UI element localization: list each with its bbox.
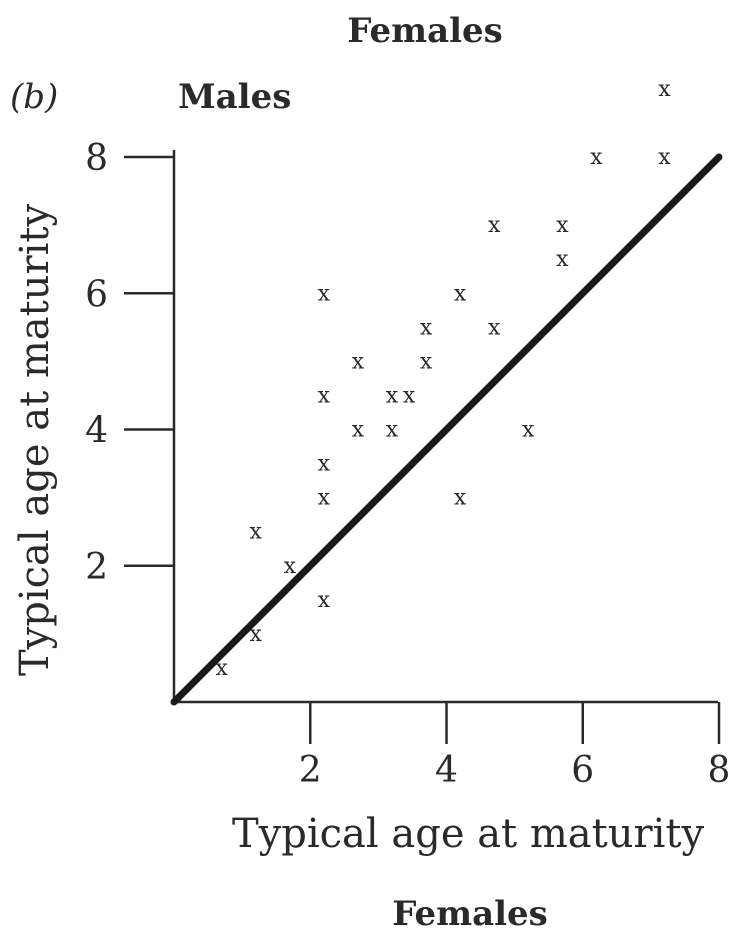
tick-labels: 2 4 6 8 2 4 6 8: [85, 138, 730, 791]
panel-label: (b): [10, 77, 58, 117]
data-point: x: [284, 554, 297, 579]
data-point: x: [318, 281, 331, 306]
data-point: x: [488, 213, 501, 238]
y-tick-label: 4: [85, 411, 108, 452]
data-point: x: [318, 486, 331, 511]
data-point: x: [658, 145, 671, 170]
data-point: x: [403, 383, 416, 408]
data-point: x: [658, 77, 671, 102]
data-point: x: [215, 656, 228, 681]
data-point: x: [590, 145, 603, 170]
x-tick-label: 4: [435, 750, 458, 791]
axes: [172, 150, 718, 704]
reference-line: [170, 153, 723, 706]
tick-marks: [124, 155, 721, 744]
x-axis-sublabel: Females: [392, 894, 548, 934]
data-point: x: [352, 349, 365, 374]
x-tick-label: 6: [571, 750, 594, 791]
data-point: x: [250, 622, 263, 647]
x-tick-label: 8: [708, 750, 731, 791]
x-axis-label: Typical age at maturity: [232, 811, 705, 857]
series-heading: Males: [178, 77, 291, 117]
data-point: x: [454, 281, 467, 306]
data-point: x: [454, 486, 467, 511]
chart-top-heading: Females: [347, 11, 503, 51]
data-point: x: [522, 418, 535, 443]
data-point: x: [420, 315, 433, 340]
data-point: x: [318, 383, 331, 408]
data-point: x: [420, 349, 433, 374]
data-point: x: [556, 213, 569, 238]
data-point: x: [352, 418, 365, 443]
data-point: x: [488, 315, 501, 340]
data-point: x: [386, 383, 399, 408]
x-tick-label: 2: [299, 750, 322, 791]
y-axis-label: Typical age at maturity: [12, 204, 58, 677]
data-point: x: [386, 418, 399, 443]
data-point: x: [556, 247, 569, 272]
data-point: x: [318, 588, 331, 613]
y-tick-label: 8: [85, 138, 108, 179]
y-tick-label: 6: [85, 274, 108, 315]
data-point: x: [250, 520, 263, 545]
y-tick-label: 2: [85, 547, 108, 588]
data-point: x: [318, 452, 331, 477]
